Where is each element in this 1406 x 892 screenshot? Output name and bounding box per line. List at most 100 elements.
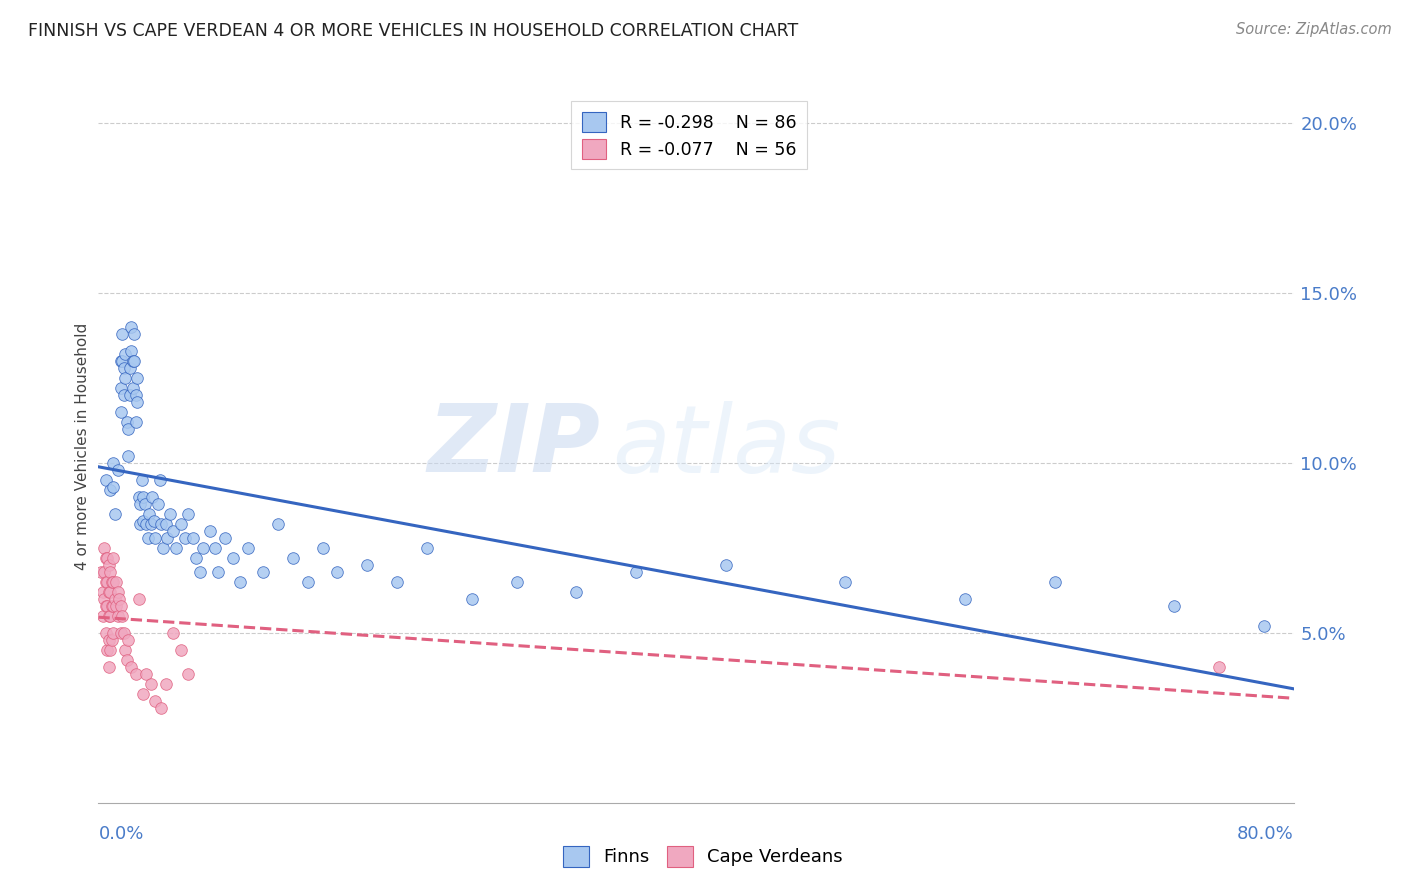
Point [101, 632, 124, 647]
Point [181, 531, 204, 545]
Point [204, 541, 226, 555]
Point [93, 591, 115, 606]
Point [150, 517, 173, 532]
Point [135, 666, 157, 681]
Point [131, 473, 153, 487]
Point [117, 422, 139, 436]
Point [108, 591, 131, 606]
Point [107, 585, 129, 599]
Point [135, 517, 157, 532]
Point [101, 574, 124, 589]
Point [125, 415, 148, 429]
Point [188, 565, 211, 579]
Point [94, 599, 117, 613]
Point [124, 354, 146, 368]
Point [148, 497, 170, 511]
Point [112, 388, 135, 402]
Point [132, 687, 155, 701]
Point [111, 354, 134, 368]
Point [115, 653, 138, 667]
Legend: R = -0.298    N = 86, R = -0.077    N = 56: R = -0.298 N = 86, R = -0.077 N = 56 [571, 102, 807, 169]
Text: 0.0%: 0.0% [98, 825, 143, 843]
Point [111, 608, 134, 623]
Point [138, 507, 160, 521]
Point [174, 531, 197, 545]
Point [236, 541, 259, 555]
Point [110, 354, 132, 368]
Point [311, 541, 333, 555]
Point [93, 565, 115, 579]
Point [101, 599, 124, 613]
Text: 80.0%: 80.0% [1237, 825, 1294, 843]
Point [96, 599, 118, 613]
Point [281, 551, 304, 566]
Point [624, 565, 647, 579]
Point [125, 666, 148, 681]
Point [105, 599, 128, 613]
Point [169, 643, 191, 657]
Point [105, 574, 128, 589]
Point [834, 574, 856, 589]
Point [267, 517, 290, 532]
Point [152, 541, 174, 555]
Point [114, 371, 136, 385]
Point [107, 608, 129, 623]
Point [91, 608, 114, 623]
Point [120, 320, 142, 334]
Point [111, 326, 134, 341]
Point [132, 514, 155, 528]
Point [124, 326, 146, 341]
Point [93, 541, 115, 555]
Point [121, 354, 143, 368]
Point [117, 449, 139, 463]
Point [103, 574, 125, 589]
Point [1208, 660, 1230, 674]
Point [94, 574, 117, 589]
Point [103, 599, 125, 613]
Point [297, 574, 319, 589]
Point [143, 531, 166, 545]
Point [132, 490, 155, 504]
Point [200, 524, 222, 538]
Point [118, 388, 141, 402]
Point [416, 541, 439, 555]
Point [356, 558, 378, 572]
Point [121, 381, 143, 395]
Point [96, 643, 118, 657]
Point [120, 660, 142, 674]
Point [94, 626, 117, 640]
Point [118, 360, 141, 375]
Point [127, 371, 149, 385]
Point [110, 381, 132, 395]
Point [127, 394, 149, 409]
Y-axis label: 4 or more Vehicles in Household: 4 or more Vehicles in Household [75, 322, 90, 570]
Point [139, 517, 162, 532]
Point [162, 524, 184, 538]
Point [129, 497, 152, 511]
Point [90, 565, 112, 579]
Point [143, 694, 166, 708]
Point [128, 591, 150, 606]
Point [191, 541, 214, 555]
Point [155, 517, 177, 532]
Point [155, 677, 177, 691]
Point [159, 507, 181, 521]
Point [139, 677, 162, 691]
Point [214, 531, 236, 545]
Point [120, 343, 142, 358]
Text: ZIP: ZIP [427, 400, 600, 492]
Point [94, 551, 117, 566]
Point [125, 388, 148, 402]
Point [128, 490, 150, 504]
Point [103, 456, 125, 470]
Point [953, 591, 976, 606]
Point [110, 599, 132, 613]
Point [149, 473, 172, 487]
Point [110, 405, 132, 419]
Point [222, 551, 245, 566]
Point [98, 643, 122, 657]
Point [97, 608, 120, 623]
Point [461, 591, 484, 606]
Point [94, 473, 117, 487]
Point [129, 517, 152, 532]
